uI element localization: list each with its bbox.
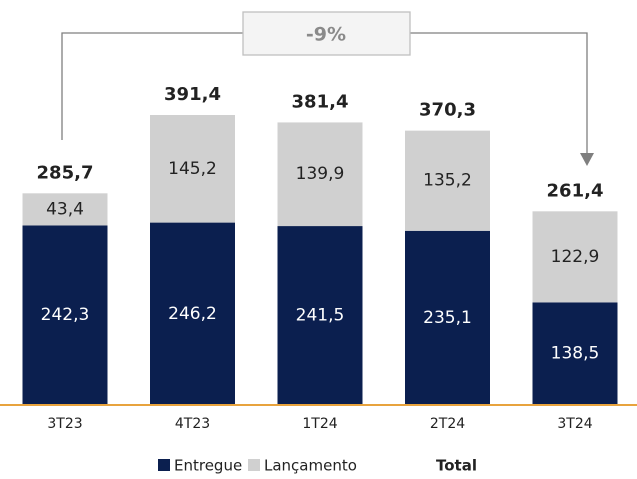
value-label: 43,4 xyxy=(46,199,84,219)
bar-segment xyxy=(22,193,108,226)
total-label: 370,3 xyxy=(419,100,476,121)
value-label: 235,1 xyxy=(423,308,472,328)
bar-segment xyxy=(150,115,235,223)
bar-segment xyxy=(405,130,490,231)
bar-segment xyxy=(277,122,363,227)
x-tick-label: 4T23 xyxy=(175,416,210,432)
bar-segment xyxy=(532,211,618,303)
annotation-box xyxy=(242,11,411,56)
value-label: 139,9 xyxy=(296,164,345,184)
x-tick-label: 3T24 xyxy=(557,416,592,432)
value-label: 246,2 xyxy=(168,304,217,324)
x-tick-label: 3T23 xyxy=(47,416,82,432)
bar-segment xyxy=(150,222,235,405)
value-label: 145,2 xyxy=(168,159,217,179)
legend-swatch xyxy=(158,459,170,471)
x-tick-label: 2T24 xyxy=(430,416,465,432)
value-label: 241,5 xyxy=(296,306,345,326)
legend-label: Lançamento xyxy=(264,457,357,475)
connector xyxy=(61,32,243,140)
bar-segment xyxy=(22,225,108,405)
total-label: 381,4 xyxy=(292,91,349,112)
connector xyxy=(410,32,588,155)
value-label: 135,2 xyxy=(423,171,472,191)
x-tick-label: 1T24 xyxy=(302,416,337,432)
bar-segment xyxy=(405,230,490,405)
annotation: -9% xyxy=(306,24,346,46)
arrow-head xyxy=(580,153,594,166)
value-label: 138,5 xyxy=(551,344,600,364)
bar-segment xyxy=(532,302,618,405)
legend-label: Entregue xyxy=(174,457,242,475)
value-label: 242,3 xyxy=(41,305,90,325)
legend-label: Total xyxy=(436,457,477,475)
legend-swatch xyxy=(248,459,260,471)
total-label: 391,4 xyxy=(164,84,221,105)
total-label: 285,7 xyxy=(37,162,94,183)
bar-segment xyxy=(277,226,363,405)
value-label: 122,9 xyxy=(551,247,600,267)
total-label: 261,4 xyxy=(547,180,604,201)
